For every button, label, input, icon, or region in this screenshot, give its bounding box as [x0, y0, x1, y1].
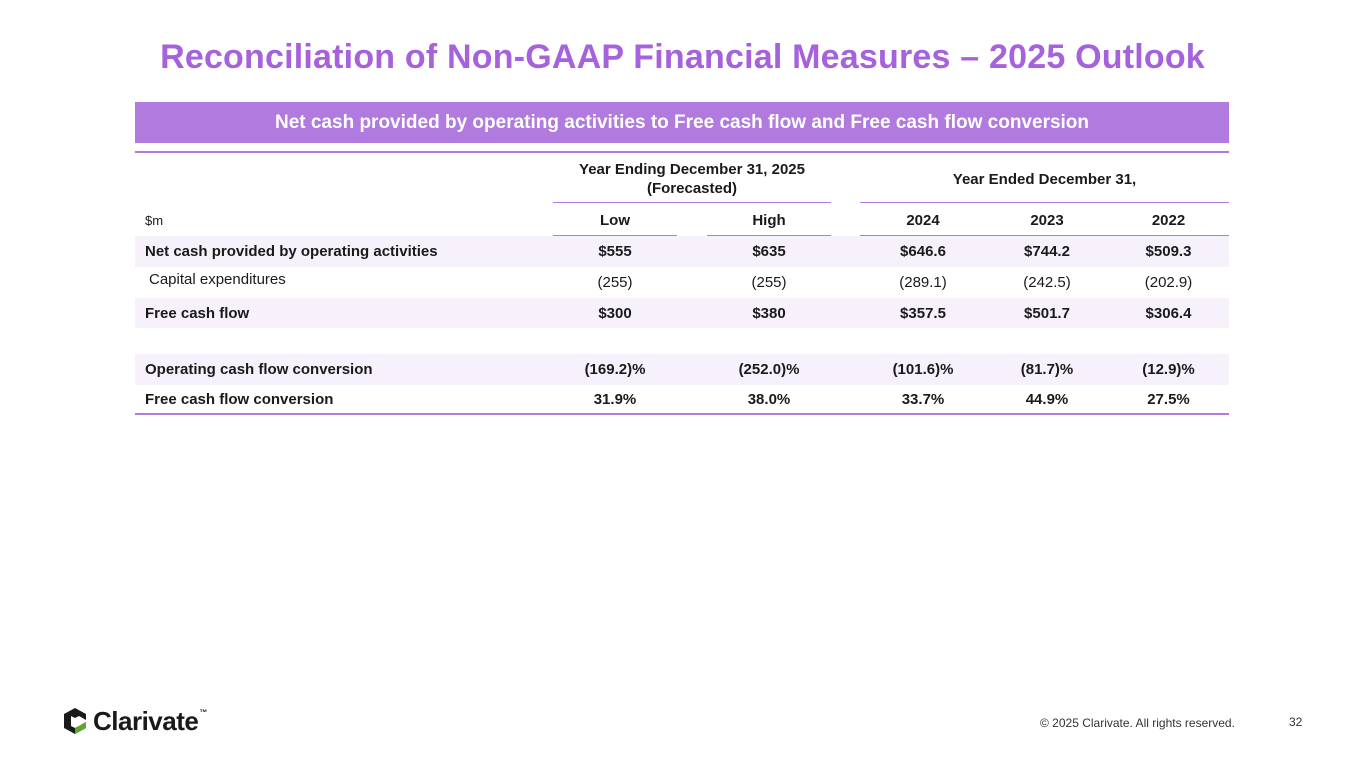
unit-label: $m: [145, 212, 164, 228]
cell-high: $380: [752, 304, 786, 322]
row-label: Net cash provided by operating activitie…: [145, 243, 438, 260]
table-row: Operating cash flow conversion (169.2)% …: [135, 354, 1229, 385]
cell-2023: (81.7)%: [1020, 361, 1074, 378]
cell-low: $555: [598, 243, 632, 260]
cell-2024: (289.1): [899, 274, 947, 291]
cell-low: (255): [597, 274, 633, 291]
cell-2024: 33.7%: [901, 390, 945, 408]
cell-2023: $501.7: [1024, 304, 1070, 322]
clarivate-mark-icon: [64, 708, 86, 734]
cell-2022: (12.9)%: [1142, 361, 1195, 378]
page-title: Reconciliation of Non-GAAP Financial Mea…: [160, 38, 1205, 76]
table-banner: Net cash provided by operating activitie…: [135, 102, 1229, 143]
table-bottom-rule: [135, 413, 1229, 415]
years-column-rule: [860, 235, 1229, 236]
cell-2022: (202.9): [1144, 274, 1193, 291]
cell-2023: 44.9%: [1025, 390, 1069, 408]
logo-wordmark: Clarivate: [93, 705, 199, 736]
table-row: Capital expenditures (255) (255) (289.1)…: [135, 267, 1229, 298]
table-row: Net cash provided by operating activitie…: [135, 236, 1229, 267]
cell-2024: $357.5: [900, 304, 946, 322]
cell-2022: $509.3: [1145, 243, 1192, 260]
row-label: Free cash flow: [145, 304, 250, 322]
cell-2023: $744.2: [1024, 243, 1070, 260]
cell-2022: $306.4: [1145, 304, 1192, 322]
forecast-period-header: Year Ending December 31, 2025 (Forecaste…: [553, 160, 831, 198]
forecast-header-rule: [553, 202, 831, 203]
copyright-notice: © 2025 Clarivate. All rights reserved.: [1040, 716, 1235, 730]
high-column-rule: [707, 235, 831, 236]
table-row: Free cash flow conversion 31.9% 38.0% 33…: [135, 385, 1229, 413]
cell-2023: (242.5): [1023, 274, 1071, 291]
forecast-header-line2: (Forecasted): [646, 180, 738, 197]
clarivate-logo: Clarivate ™: [62, 706, 207, 736]
cell-2022: 27.5%: [1147, 390, 1190, 408]
cell-low: (169.2)%: [584, 361, 646, 378]
logo-trademark: ™: [199, 708, 208, 717]
forecast-header-line1: Year Ending December 31, 2025: [579, 161, 805, 178]
row-label: Operating cash flow conversion: [145, 361, 373, 378]
table-row: Free cash flow $300 $380 $357.5 $501.7 $…: [135, 298, 1229, 328]
col-header-low: Low: [600, 211, 630, 229]
historical-header-rule: [860, 202, 1229, 203]
table-top-rule: [135, 151, 1229, 153]
cell-high: $635: [752, 243, 786, 260]
col-header-2024: 2024: [906, 211, 940, 229]
cell-2024: (101.6)%: [892, 361, 954, 378]
col-header-high: High: [752, 211, 786, 229]
row-label: Capital expenditures: [149, 271, 286, 288]
col-header-2023: 2023: [1030, 211, 1064, 229]
page-number: 32: [1289, 715, 1303, 729]
cell-2024: $646.6: [900, 243, 946, 260]
column-header-row: $m Low High 2024 2023 2022: [135, 205, 1229, 235]
historical-period-header: Year Ended December 31,: [952, 171, 1137, 188]
col-header-2022: 2022: [1151, 211, 1186, 229]
row-label: Free cash flow conversion: [145, 390, 334, 408]
low-column-rule: [553, 235, 677, 236]
cell-high: (255): [751, 274, 787, 291]
cell-high: 38.0%: [747, 390, 791, 408]
cell-low: $300: [598, 304, 632, 322]
cell-high: (252.0)%: [738, 361, 800, 378]
cell-low: 31.9%: [593, 390, 637, 408]
